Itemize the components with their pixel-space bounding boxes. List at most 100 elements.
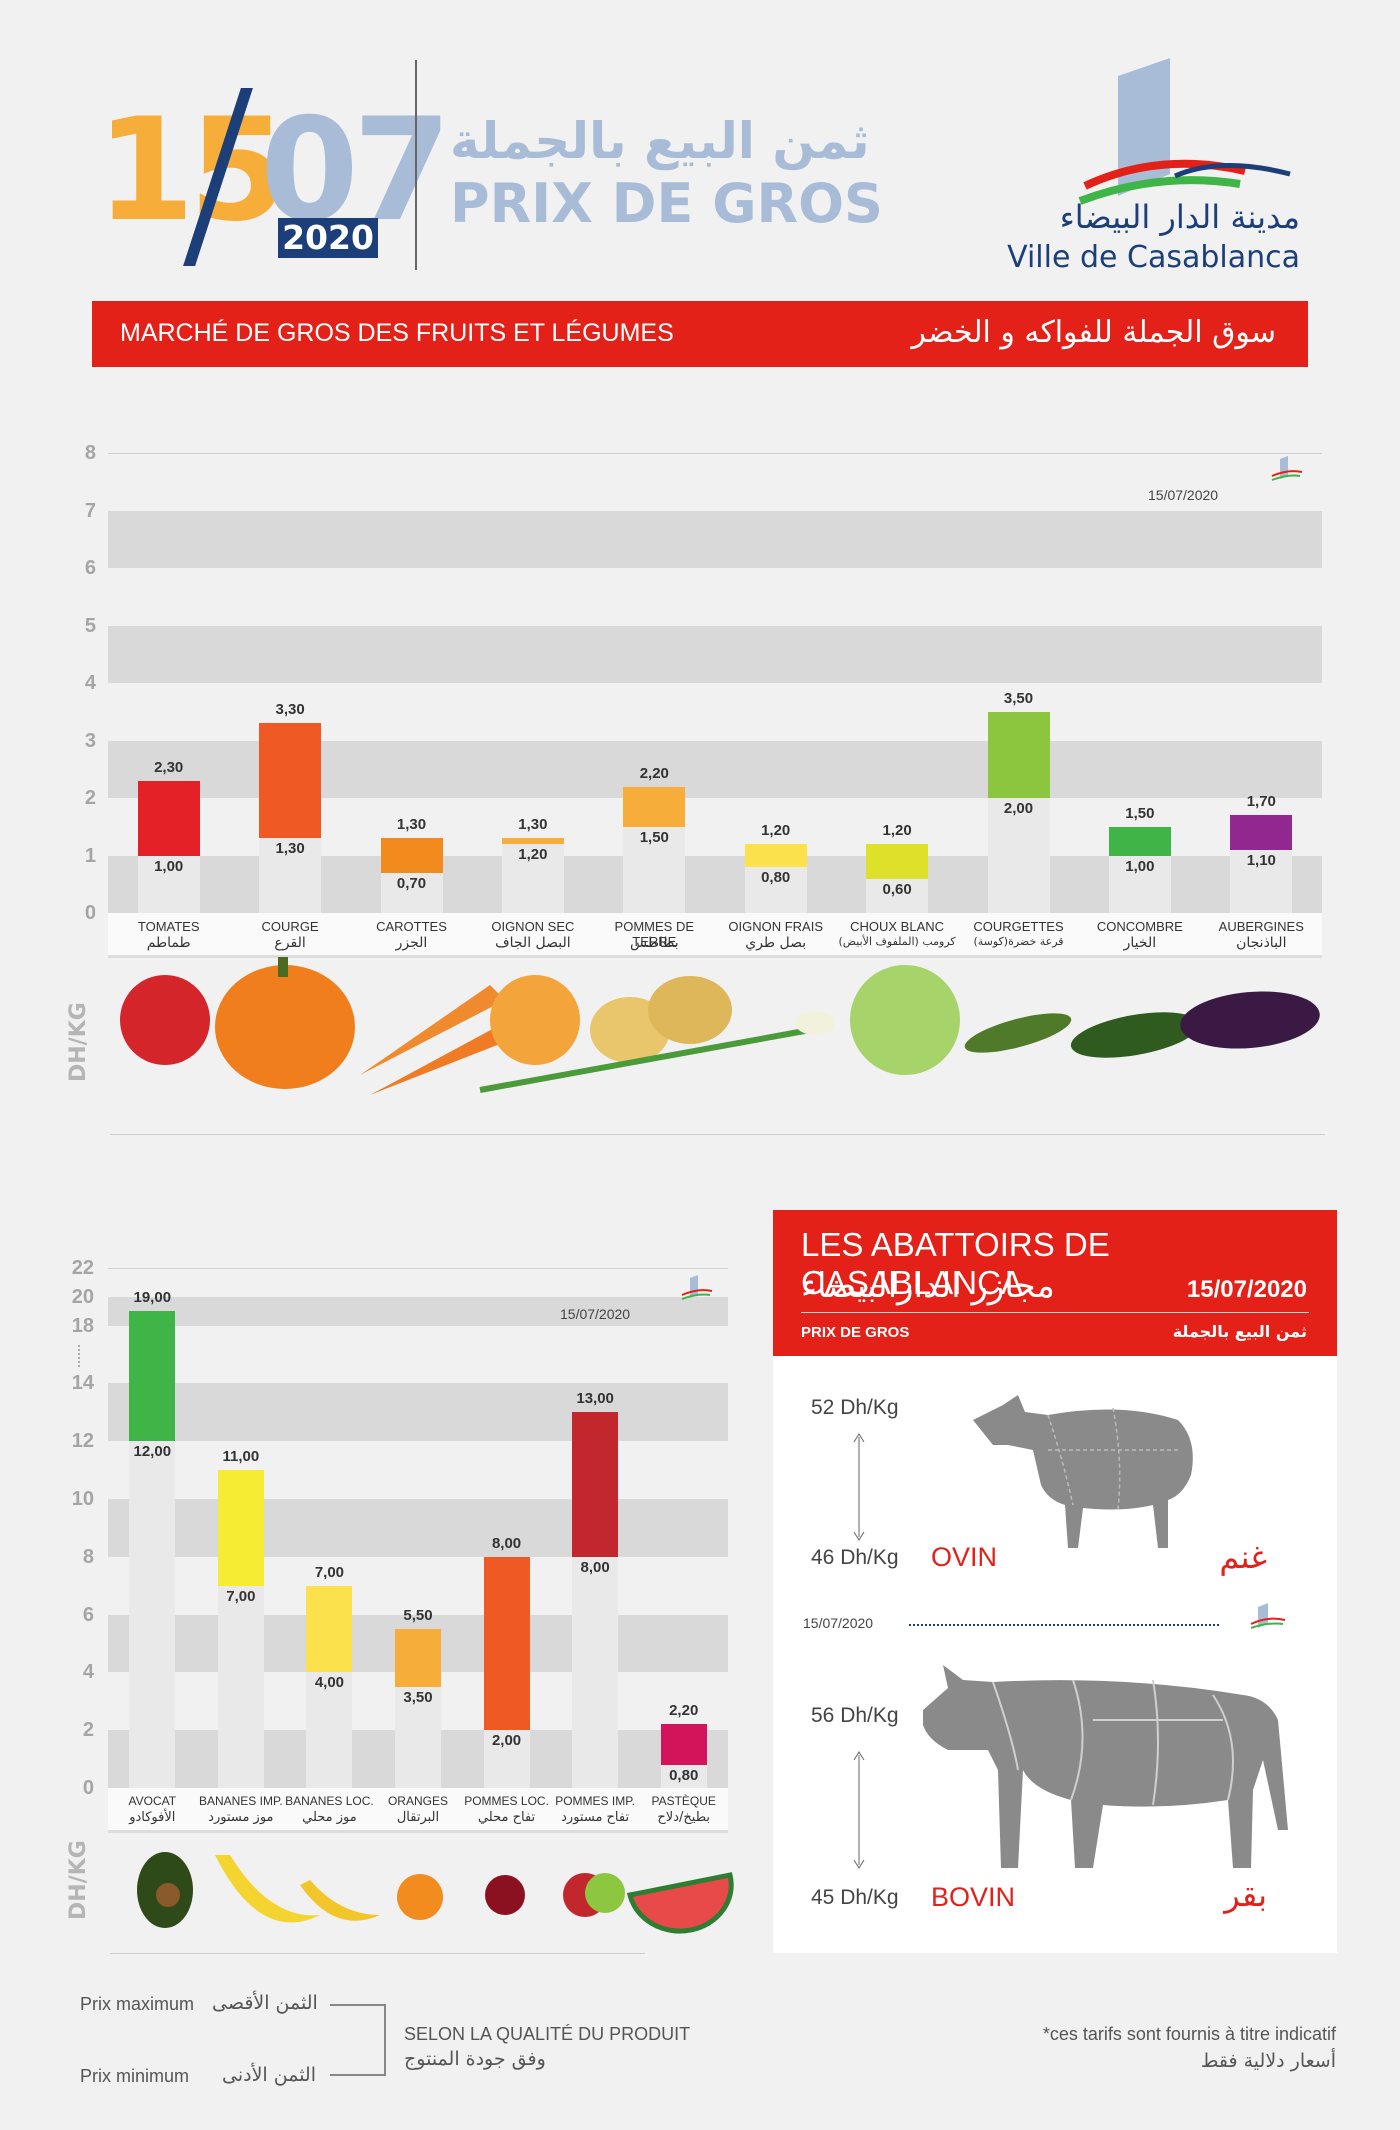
bar-max-segment bbox=[217, 1470, 264, 1586]
date-day: 15 bbox=[96, 88, 288, 253]
category-label-fr: CONCOMBRE bbox=[1096, 919, 1183, 934]
legend-min-ar: الثمن الأدنى bbox=[222, 2064, 316, 2086]
y-tick-label: 0 bbox=[84, 902, 96, 924]
bovin-label-fr: BOVIN bbox=[931, 1882, 1016, 1912]
min-value-label: 0,80 bbox=[761, 869, 791, 886]
ovin-label-ar: غنم bbox=[1219, 1538, 1267, 1576]
max-value-label: 2,30 bbox=[154, 758, 184, 776]
min-value-label: 3,50 bbox=[403, 1688, 433, 1706]
min-value-label: 1,20 bbox=[518, 846, 548, 863]
apple-icon bbox=[485, 1875, 525, 1915]
category-label-ar: بصل طري bbox=[745, 935, 807, 951]
bar-max-segment bbox=[259, 723, 322, 839]
category-label-ar: القرع bbox=[274, 935, 306, 951]
grid-top-line bbox=[108, 1267, 728, 1269]
bar-max-segment bbox=[137, 780, 200, 856]
bar-min-segment bbox=[129, 1441, 176, 1788]
banner-ar: سوق الجملة للفواكه و الخضر bbox=[911, 315, 1276, 350]
max-value-label: 1,70 bbox=[1246, 793, 1276, 811]
logo-city-ar: مدينة الدار البيضاء bbox=[1059, 198, 1300, 236]
axis-break bbox=[78, 1344, 80, 1367]
chart-date: 15/07/2020 bbox=[560, 1306, 631, 1322]
bar-min-segment bbox=[1108, 855, 1171, 913]
header-divider bbox=[415, 60, 417, 270]
max-value-label: 1,50 bbox=[1125, 804, 1155, 822]
category-label-fr: BANANES IMP. bbox=[198, 1794, 283, 1808]
y-tick-label: 0 bbox=[82, 1777, 94, 1799]
category-label-ar: طماطم bbox=[146, 935, 191, 951]
banner-fr: MARCHÉ DE GROS DES FRUITS ET LÉGUMES bbox=[120, 319, 674, 347]
min-value-label: 1,00 bbox=[154, 857, 184, 875]
max-value-label: 8,00 bbox=[491, 1534, 522, 1552]
bar-min-segment bbox=[866, 878, 929, 913]
max-value-label: 3,30 bbox=[275, 701, 305, 719]
chart1-bottom-line bbox=[110, 1134, 1325, 1135]
green-onion-icon bbox=[479, 1027, 811, 1093]
min-value-label: 1,10 bbox=[1246, 851, 1276, 869]
min-value-label: 0,70 bbox=[396, 874, 427, 892]
bar-max-segment bbox=[572, 1412, 619, 1557]
y-tick-label: 6 bbox=[82, 1603, 94, 1626]
min-value-label: 2,00 bbox=[1003, 800, 1034, 817]
bar-max-segment bbox=[866, 844, 929, 879]
abattoirs-title-fr: LES ABATTOIRS DE CASABLANCA bbox=[801, 1226, 1110, 1301]
y-tick-label: 8 bbox=[82, 1545, 94, 1568]
category-label-fr: OIGNON FRAIS bbox=[728, 919, 823, 934]
abattoirs-header: LES ABATTOIRS DE CASABLANCA مجازر الدارا… bbox=[773, 1210, 1337, 1356]
chart2-bottom-line bbox=[110, 1953, 645, 1954]
y-axis-unit: DH/KG bbox=[66, 1840, 91, 1920]
bar-min-segment bbox=[137, 855, 200, 913]
min-value-label: 4,00 bbox=[314, 1674, 345, 1692]
bar-min-segment bbox=[395, 1686, 441, 1788]
bovin-max-price: 56 Dh/Kg bbox=[811, 1704, 899, 1727]
min-value-label: 1,00 bbox=[1125, 857, 1155, 875]
ovin-max-price: 52 Dh/Kg bbox=[811, 1396, 899, 1419]
max-value-label: 11,00 bbox=[222, 1448, 260, 1466]
category-label-fr: COURGE bbox=[261, 919, 319, 934]
category-label-ar: موز محلي bbox=[302, 1810, 357, 1825]
bovin-range-arrow bbox=[853, 1751, 865, 1869]
category-label-fr: CAROTTES bbox=[376, 919, 447, 934]
bar-max-segment bbox=[987, 711, 1050, 798]
legend-min-fr: Prix minimum bbox=[80, 2066, 190, 2086]
category-label-ar: تفاح محلي bbox=[477, 1810, 536, 1825]
ovin-range-arrow bbox=[853, 1433, 865, 1541]
y-tick-label: 22 bbox=[71, 1256, 94, 1279]
min-value-label: 1,30 bbox=[275, 840, 305, 858]
max-value-label: 7,00 bbox=[314, 1563, 345, 1581]
abattoirs-pg-fr: PRIX DE GROS bbox=[801, 1324, 910, 1341]
category-label-fr: POMMES LOC. bbox=[464, 1794, 549, 1808]
category-label-fr: CHOUX BLANC bbox=[850, 919, 945, 934]
bar-max-segment bbox=[660, 1724, 707, 1765]
logo-city-fr: Ville de Casablanca bbox=[1007, 240, 1300, 275]
legend-quality-ar: وفق جودة المنتوج bbox=[404, 2048, 546, 2070]
category-label-fr: COURGETTES bbox=[973, 919, 1064, 934]
y-tick-label: 7 bbox=[84, 499, 96, 522]
footer-note-fr: *ces tarifs sont fournis à titre indicat… bbox=[1042, 2024, 1336, 2044]
sheep-icon bbox=[973, 1395, 1193, 1548]
bar-min-segment bbox=[572, 1556, 619, 1788]
bar-min-segment bbox=[744, 867, 807, 913]
y-tick-label: 10 bbox=[71, 1488, 94, 1510]
bovin-min-price: 45 Dh/Kg bbox=[811, 1886, 899, 1909]
category-label-fr: AVOCAT bbox=[128, 1794, 177, 1808]
bar-max-segment bbox=[501, 838, 564, 844]
y-tick-label: 12 bbox=[71, 1430, 94, 1453]
cow-icon bbox=[923, 1665, 1288, 1868]
bar-min-segment bbox=[1230, 849, 1293, 913]
category-label-fr: AUBERGINES bbox=[1218, 919, 1304, 934]
category-label-ar: الأفوكادو bbox=[129, 1810, 176, 1825]
category-label-ar: موز مستورد bbox=[208, 1810, 274, 1825]
min-value-label: 0,80 bbox=[669, 1766, 699, 1784]
bar-min-segment bbox=[306, 1672, 353, 1788]
y-tick-label: 18 bbox=[71, 1314, 94, 1337]
tomato-icon bbox=[120, 975, 210, 1065]
bar-min-segment bbox=[501, 844, 564, 913]
category-strip bbox=[108, 913, 1322, 958]
chart-mini-logo bbox=[681, 1275, 713, 1300]
cucumber-icon bbox=[1070, 1012, 1200, 1058]
abattoirs-title-ar: مجازر الدارالبيضاء bbox=[801, 1266, 1055, 1306]
max-value-label: 19,00 bbox=[133, 1289, 172, 1307]
legend-max-fr: Prix maximum bbox=[80, 1994, 195, 2014]
category-label-ar: قرعة خضرة(كوسة) bbox=[973, 935, 1064, 948]
